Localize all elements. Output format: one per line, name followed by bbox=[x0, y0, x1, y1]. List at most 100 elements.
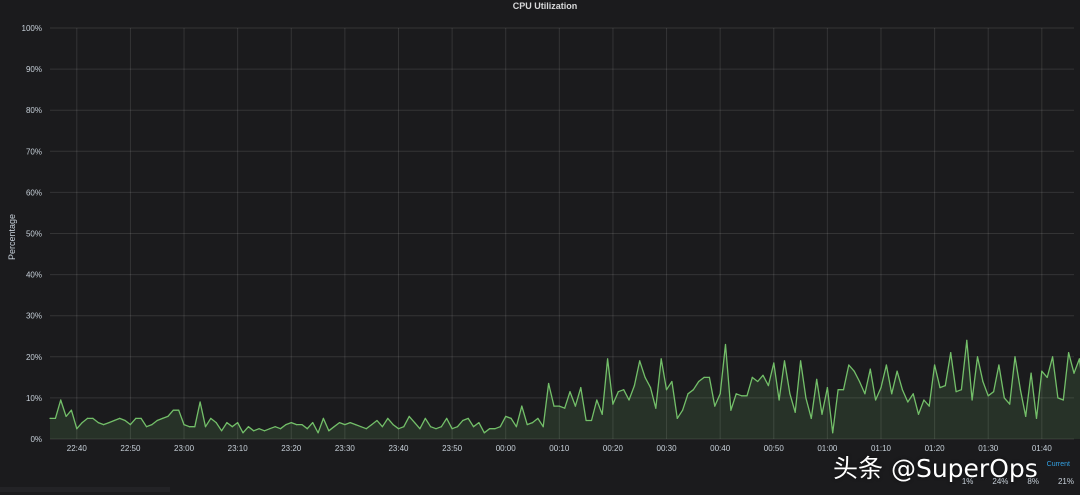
data-point bbox=[853, 370, 855, 372]
data-point bbox=[687, 393, 689, 395]
data-point bbox=[633, 385, 636, 387]
x-tick-label: 01:30 bbox=[978, 444, 999, 453]
data-point bbox=[92, 417, 94, 419]
x-tick-label: 23:00 bbox=[174, 444, 195, 453]
data-point bbox=[794, 411, 796, 413]
data-point bbox=[944, 385, 946, 387]
data-point bbox=[719, 393, 721, 395]
data-point bbox=[901, 389, 904, 391]
data-point bbox=[1003, 397, 1005, 399]
data-point bbox=[151, 424, 153, 426]
y-tick-label: 100% bbox=[22, 24, 42, 33]
x-tick-label: 01:10 bbox=[871, 444, 892, 453]
data-point bbox=[290, 422, 292, 424]
data-point bbox=[955, 391, 957, 393]
data-point bbox=[49, 417, 51, 419]
data-point bbox=[505, 415, 507, 417]
data-point bbox=[708, 376, 711, 378]
data-point bbox=[585, 419, 587, 422]
data-point bbox=[665, 389, 668, 391]
y-tick-label: 60% bbox=[26, 188, 42, 197]
data-point bbox=[483, 432, 485, 434]
data-point bbox=[510, 417, 512, 419]
data-point bbox=[381, 426, 383, 428]
data-point bbox=[741, 395, 743, 397]
data-point bbox=[440, 426, 442, 428]
data-point bbox=[478, 422, 480, 424]
y-tick-label: 20% bbox=[26, 353, 42, 362]
legend-value: 21% bbox=[1057, 477, 1074, 486]
data-point bbox=[917, 413, 920, 415]
data-point bbox=[446, 417, 448, 419]
data-point bbox=[746, 395, 748, 397]
data-point bbox=[816, 378, 818, 380]
data-point bbox=[601, 413, 603, 415]
data-point bbox=[574, 405, 577, 407]
y-tick-label: 0% bbox=[30, 435, 42, 444]
data-point bbox=[328, 430, 330, 432]
data-point bbox=[837, 389, 839, 391]
data-point bbox=[199, 401, 201, 403]
data-point bbox=[607, 358, 609, 360]
data-point bbox=[156, 419, 158, 422]
data-point bbox=[1030, 372, 1032, 374]
data-point bbox=[960, 389, 963, 391]
data-point bbox=[590, 419, 593, 422]
data-point bbox=[414, 422, 416, 424]
data-point bbox=[140, 417, 142, 419]
data-point bbox=[231, 426, 233, 428]
data-point bbox=[296, 424, 298, 426]
data-point bbox=[553, 405, 555, 407]
data-point bbox=[617, 391, 619, 393]
data-point bbox=[912, 393, 914, 395]
data-point bbox=[81, 422, 83, 424]
data-point bbox=[145, 426, 148, 428]
data-point bbox=[810, 417, 812, 419]
data-point bbox=[172, 409, 174, 411]
data-point bbox=[338, 422, 341, 424]
data-point bbox=[365, 428, 367, 430]
data-point bbox=[86, 417, 89, 419]
data-point bbox=[392, 424, 394, 426]
data-point bbox=[842, 389, 845, 391]
data-point bbox=[950, 352, 952, 354]
data-point bbox=[70, 409, 72, 411]
data-point bbox=[371, 424, 373, 426]
data-point bbox=[204, 426, 207, 428]
data-point bbox=[462, 419, 464, 422]
x-tick-label: 00:00 bbox=[496, 444, 517, 453]
data-point bbox=[1068, 352, 1070, 354]
data-point bbox=[247, 426, 249, 428]
data-point bbox=[451, 428, 453, 430]
data-point bbox=[430, 426, 432, 428]
legend-value: 24% bbox=[992, 477, 1009, 486]
data-point bbox=[987, 395, 989, 397]
scrollbar-track[interactable] bbox=[0, 487, 170, 492]
data-point bbox=[515, 426, 518, 428]
data-point bbox=[596, 399, 598, 401]
data-point bbox=[135, 417, 137, 419]
x-tick-label: 01:40 bbox=[1032, 444, 1053, 453]
data-point bbox=[54, 417, 57, 419]
data-point bbox=[767, 385, 770, 387]
data-point bbox=[1041, 370, 1043, 372]
data-point bbox=[612, 403, 614, 405]
data-point bbox=[998, 364, 1000, 366]
data-point bbox=[628, 399, 630, 401]
data-point bbox=[1035, 417, 1038, 419]
x-tick-label: 00:20 bbox=[603, 444, 624, 453]
data-point bbox=[183, 424, 185, 426]
data-point bbox=[435, 428, 437, 430]
data-point bbox=[783, 360, 786, 362]
data-point bbox=[623, 389, 625, 391]
data-point bbox=[580, 387, 582, 389]
legend-values: 1% 24% 8% 21% bbox=[962, 477, 1074, 486]
data-point bbox=[424, 417, 426, 419]
y-tick-label: 70% bbox=[26, 147, 42, 156]
data-point bbox=[655, 407, 657, 409]
data-point bbox=[537, 417, 539, 419]
data-point bbox=[258, 428, 260, 430]
data-point bbox=[869, 368, 871, 370]
data-point bbox=[805, 397, 807, 399]
